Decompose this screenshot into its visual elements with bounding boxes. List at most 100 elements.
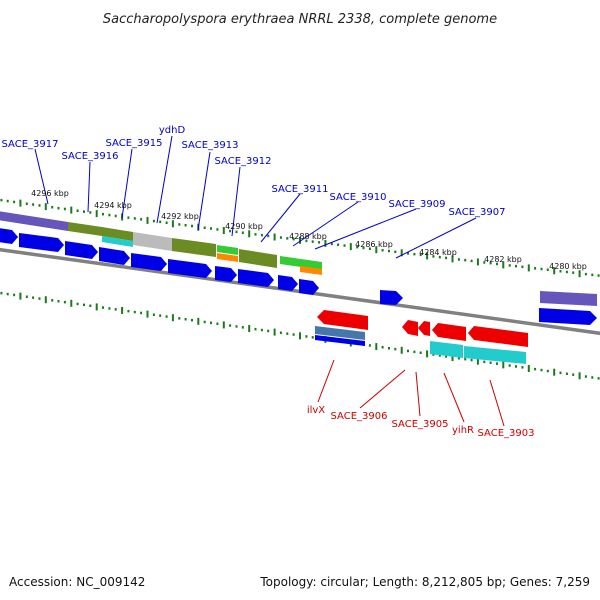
- minor-tick: [318, 241, 321, 244]
- minor-tick: [216, 228, 219, 231]
- major-tick: [44, 203, 47, 211]
- minor-tick: [159, 314, 162, 317]
- minor-tick: [6, 292, 9, 296]
- major-tick: [349, 243, 352, 251]
- gene-label-sace-3907: SACE_3907: [449, 207, 506, 218]
- minor-tick: [394, 250, 397, 254]
- minor-tick: [235, 325, 238, 328]
- minor-tick: [388, 347, 390, 350]
- minor-tick: [445, 355, 448, 358]
- minor-tick: [89, 211, 92, 214]
- gene-label-sace-3916: SACE_3916: [62, 151, 119, 162]
- kbp-label: 4280 kbp: [549, 262, 587, 271]
- minor-tick: [210, 227, 212, 230]
- minor-tick: [591, 273, 594, 277]
- minor-tick: [413, 252, 416, 256]
- gene-label-sace-3905: SACE_3905: [392, 419, 449, 430]
- gene-label-sace-3909: SACE_3909: [389, 199, 446, 210]
- minor-tick: [114, 308, 117, 311]
- major-tick: [146, 310, 149, 318]
- minor-tick: [13, 200, 16, 204]
- major-tick: [375, 246, 378, 254]
- minor-tick: [356, 245, 359, 249]
- major-tick: [553, 267, 556, 275]
- forward-gene-arrow: [238, 269, 274, 287]
- leader-line: [231, 166, 241, 237]
- minor-tick: [279, 331, 282, 334]
- leader-line: [395, 217, 477, 259]
- leader-line: [359, 369, 406, 409]
- major-tick: [171, 220, 174, 228]
- minor-tick: [597, 274, 600, 277]
- major-tick: [527, 365, 530, 372]
- major-tick: [578, 270, 581, 278]
- minor-tick: [133, 217, 136, 220]
- minor-tick: [540, 267, 543, 271]
- leader-line: [260, 193, 301, 243]
- green-block: [280, 256, 322, 270]
- minor-tick: [63, 300, 66, 304]
- forward-gene-labels: SACE_3917 SACE_3916 SACE_3915 ydhD SACE_…: [2, 125, 506, 218]
- minor-tick: [565, 372, 568, 375]
- gene-label-sace-3912: SACE_3912: [215, 156, 272, 167]
- gene-label-sace-3906: SACE_3906: [331, 411, 388, 422]
- major-tick: [375, 343, 378, 351]
- forward-gene-arrow: [539, 308, 597, 325]
- minor-tick: [83, 210, 85, 213]
- minor-tick: [496, 362, 498, 365]
- minor-tick: [114, 214, 117, 218]
- minor-tick: [572, 271, 575, 274]
- major-tick: [70, 299, 73, 307]
- kbp-label: 4288 kbp: [289, 232, 327, 241]
- minor-tick: [140, 218, 143, 221]
- minor-tick: [76, 302, 79, 306]
- minor-tick: [51, 206, 54, 209]
- minor-tick: [597, 377, 600, 380]
- forward-gene-arrow: [215, 266, 237, 282]
- minor-tick: [438, 354, 441, 357]
- minor-tick: [368, 247, 371, 250]
- leader-line: [317, 359, 335, 403]
- cyan-block: [430, 341, 463, 358]
- minor-tick: [483, 360, 486, 364]
- minor-tick: [241, 231, 244, 234]
- minor-tick: [534, 267, 537, 270]
- gene-label-ydhd: ydhD: [159, 125, 186, 136]
- orange-block: [300, 266, 322, 275]
- reverse-gene-arrows: [317, 310, 528, 347]
- major-tick: [248, 325, 251, 332]
- minor-tick: [152, 219, 155, 223]
- minor-tick: [83, 303, 85, 307]
- accession-text: Accession: NC_009142: [9, 575, 145, 589]
- minor-tick: [260, 233, 263, 237]
- minor-tick: [572, 373, 575, 376]
- minor-tick: [25, 295, 28, 298]
- minor-tick: [559, 270, 562, 273]
- minor-tick: [216, 322, 219, 325]
- minor-tick: [457, 258, 460, 261]
- minor-tick: [559, 371, 562, 375]
- minor-tick: [311, 336, 314, 339]
- minor-tick: [584, 375, 587, 378]
- kbp-label: 4290 kbp: [225, 222, 263, 231]
- leader-line: [443, 372, 465, 423]
- minor-tick: [368, 344, 371, 347]
- leader-line: [156, 135, 173, 224]
- minor-tick: [57, 300, 60, 303]
- minor-tick: [464, 357, 467, 361]
- minor-tick: [330, 242, 333, 246]
- leader-line: [121, 148, 133, 219]
- reverse-gene-arrow: [402, 320, 418, 336]
- minor-tick: [108, 307, 111, 310]
- minor-tick: [292, 237, 295, 241]
- minor-tick: [38, 297, 41, 300]
- minor-tick: [470, 358, 473, 362]
- major-tick: [502, 361, 505, 369]
- major-tick: [171, 314, 174, 322]
- minor-tick: [508, 364, 511, 367]
- minor-tick: [191, 318, 193, 322]
- cyan-block: [464, 346, 526, 364]
- minor-tick: [381, 249, 384, 252]
- major-tick: [426, 252, 429, 260]
- kbp-label: 4282 kbp: [484, 255, 522, 264]
